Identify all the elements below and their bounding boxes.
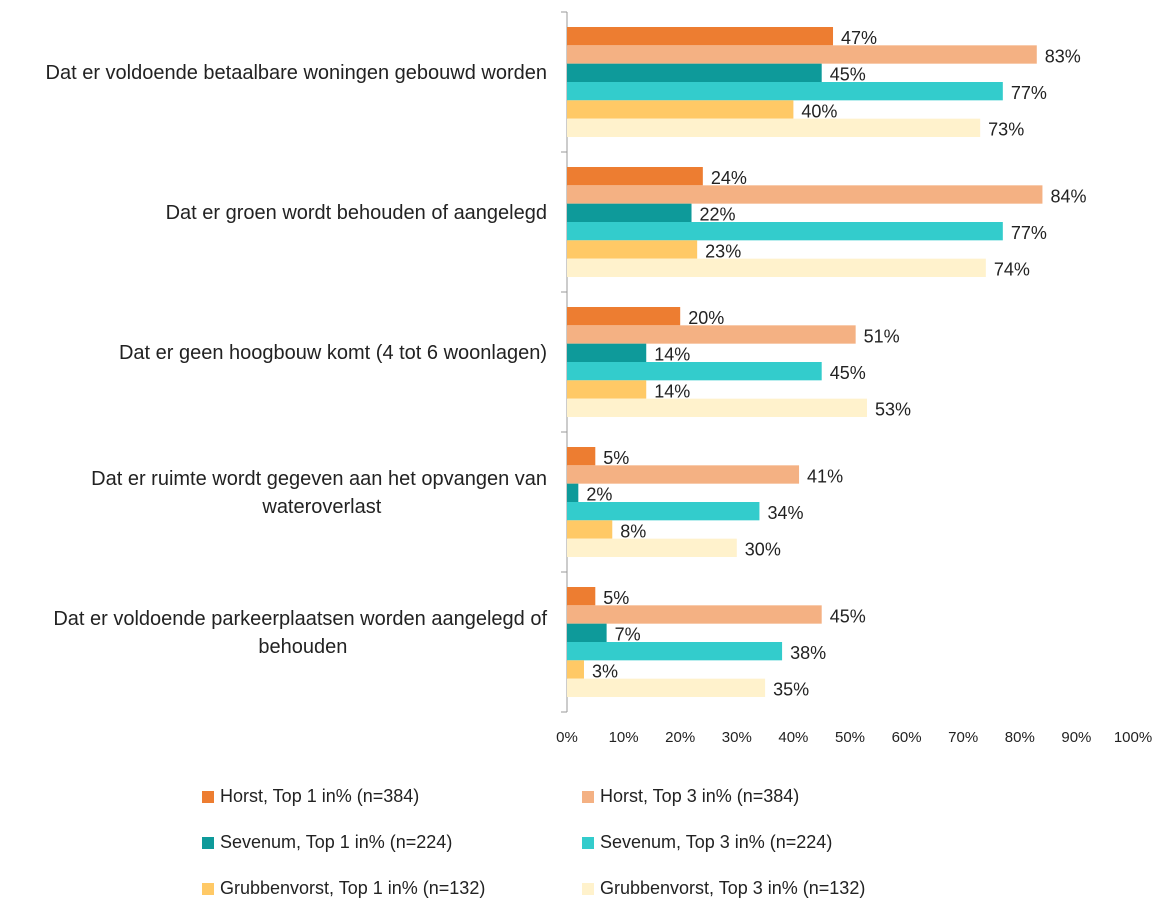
- value-label: 53%: [875, 400, 911, 420]
- legend-label: Horst, Top 1 in% (n=384): [220, 786, 419, 806]
- bar: [567, 380, 647, 399]
- bar: [567, 167, 703, 186]
- value-label: 14%: [654, 345, 690, 365]
- category-label: Dat er geen hoogbouw komt (4 tot 6 woonl…: [119, 342, 547, 364]
- value-label: 77%: [1011, 223, 1047, 243]
- category-label-line: Dat er voldoende betaalbare woningen geb…: [46, 62, 547, 84]
- legend-swatch: [202, 883, 214, 895]
- value-label: 5%: [603, 588, 629, 608]
- x-tick-label: 10%: [609, 729, 639, 746]
- category-label-line: Dat er voldoende parkeerplaatsen worden …: [53, 608, 547, 630]
- bar: [567, 27, 834, 46]
- legend-swatch: [202, 791, 214, 803]
- bar: [567, 642, 783, 661]
- legend-swatch: [582, 837, 594, 849]
- value-label: 34%: [767, 503, 803, 523]
- value-label: 14%: [654, 381, 690, 401]
- legend-swatch: [582, 791, 594, 803]
- value-label: 47%: [841, 28, 877, 48]
- value-label: 73%: [988, 120, 1024, 140]
- x-tick-label: 30%: [722, 729, 752, 746]
- value-label: 45%: [830, 65, 866, 85]
- bar: [567, 502, 760, 521]
- legend-label: Grubbenvorst, Top 3 in% (n=132): [600, 878, 865, 898]
- value-label: 8%: [620, 521, 646, 541]
- bar: [567, 100, 794, 119]
- value-label: 5%: [603, 448, 629, 468]
- category-label-line: Dat er geen hoogbouw komt (4 tot 6 woonl…: [119, 342, 547, 364]
- value-label: 51%: [864, 326, 900, 346]
- bar: [567, 307, 681, 326]
- value-label: 23%: [705, 241, 741, 261]
- bar: [567, 605, 822, 624]
- x-tick-label: 50%: [835, 729, 865, 746]
- value-label: 2%: [586, 485, 612, 505]
- bar: [567, 118, 981, 137]
- value-label: 40%: [801, 101, 837, 121]
- category-label: Dat er groen wordt behouden of aangelegd: [166, 202, 547, 224]
- value-label: 3%: [592, 661, 618, 681]
- value-label: 38%: [790, 643, 826, 663]
- value-label: 35%: [773, 680, 809, 700]
- category-label-line: wateroverlast: [257, 496, 382, 518]
- value-label: 84%: [1050, 186, 1086, 206]
- x-tick-label: 0%: [556, 729, 578, 746]
- category-label-line: behouden: [253, 636, 348, 658]
- legend-label: Horst, Top 3 in% (n=384): [600, 786, 799, 806]
- category-label: Dat er ruimte wordt gegeven aan het opva…: [91, 468, 547, 518]
- category-label: Dat er voldoende parkeerplaatsen worden …: [53, 608, 547, 658]
- bar: [567, 325, 856, 344]
- bar: [567, 447, 596, 466]
- bar: [567, 63, 822, 82]
- legend-label: Grubbenvorst, Top 1 in% (n=132): [220, 878, 485, 898]
- bar: [567, 82, 1003, 101]
- legend-label: Sevenum, Top 1 in% (n=224): [220, 832, 452, 852]
- x-tick-label: 20%: [665, 729, 695, 746]
- value-label: 74%: [994, 260, 1030, 280]
- bar: [567, 362, 822, 381]
- x-tick-label: 90%: [1061, 729, 1091, 746]
- bar: [567, 538, 737, 557]
- bar: [567, 185, 1043, 204]
- bar: [567, 343, 647, 362]
- category-label-line: Dat er ruimte wordt gegeven aan het opva…: [91, 468, 547, 490]
- bar: [567, 203, 692, 222]
- bar: [567, 623, 607, 642]
- value-label: 24%: [711, 168, 747, 188]
- legend-swatch: [202, 837, 214, 849]
- x-tick-label: 60%: [892, 729, 922, 746]
- value-label: 30%: [745, 540, 781, 560]
- x-tick-label: 40%: [778, 729, 808, 746]
- bar: [567, 465, 800, 484]
- bar: [567, 483, 579, 502]
- bar: [567, 222, 1003, 241]
- bar: [567, 678, 766, 697]
- x-tick-label: 100%: [1114, 729, 1152, 746]
- value-label: 20%: [688, 308, 724, 328]
- value-label: 45%: [830, 363, 866, 383]
- bar: [567, 398, 867, 417]
- category-label: Dat er voldoende betaalbare woningen geb…: [46, 62, 547, 84]
- x-tick-label: 70%: [948, 729, 978, 746]
- value-label: 77%: [1011, 83, 1047, 103]
- bar: [567, 240, 698, 259]
- value-label: 22%: [700, 205, 736, 225]
- bar: [567, 45, 1037, 64]
- value-label: 45%: [830, 606, 866, 626]
- bar: [567, 520, 613, 539]
- category-label-line: Dat er groen wordt behouden of aangelegd: [166, 202, 547, 224]
- value-label: 83%: [1045, 46, 1081, 66]
- bar: [567, 258, 986, 277]
- bar: [567, 660, 584, 679]
- legend-swatch: [582, 883, 594, 895]
- value-label: 7%: [615, 625, 641, 645]
- legend-label: Sevenum, Top 3 in% (n=224): [600, 832, 832, 852]
- x-tick-label: 80%: [1005, 729, 1035, 746]
- bar: [567, 587, 596, 606]
- value-label: 41%: [807, 466, 843, 486]
